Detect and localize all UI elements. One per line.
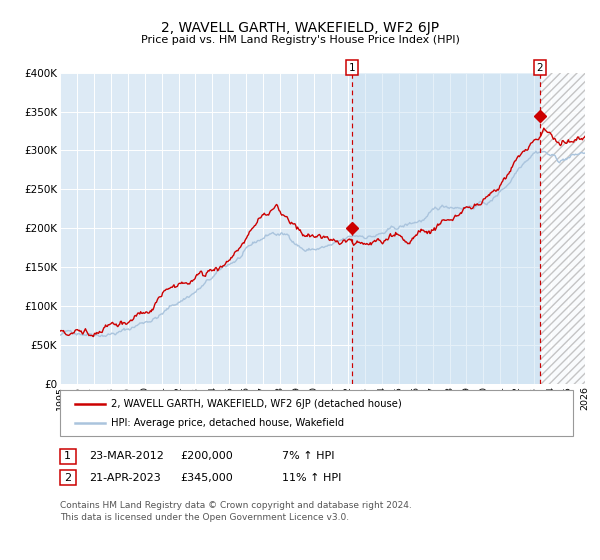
Text: 7% ↑ HPI: 7% ↑ HPI <box>282 451 335 461</box>
Text: 23-MAR-2012: 23-MAR-2012 <box>89 451 164 461</box>
Bar <box>352 73 539 384</box>
Text: 2, WAVELL GARTH, WAKEFIELD, WF2 6JP (detached house): 2, WAVELL GARTH, WAKEFIELD, WF2 6JP (det… <box>111 399 402 409</box>
Text: 1: 1 <box>64 451 71 461</box>
Text: £200,000: £200,000 <box>180 451 233 461</box>
Text: 21-APR-2023: 21-APR-2023 <box>89 473 161 483</box>
Text: 2: 2 <box>64 473 71 483</box>
Text: HPI: Average price, detached house, Wakefield: HPI: Average price, detached house, Wake… <box>111 418 344 428</box>
Text: Contains HM Land Registry data © Crown copyright and database right 2024.
This d: Contains HM Land Registry data © Crown c… <box>60 501 412 522</box>
Text: 2: 2 <box>536 63 543 73</box>
Text: £345,000: £345,000 <box>180 473 233 483</box>
Text: 2, WAVELL GARTH, WAKEFIELD, WF2 6JP: 2, WAVELL GARTH, WAKEFIELD, WF2 6JP <box>161 21 439 35</box>
Text: Price paid vs. HM Land Registry's House Price Index (HPI): Price paid vs. HM Land Registry's House … <box>140 35 460 45</box>
Text: 1: 1 <box>349 63 355 73</box>
Text: 11% ↑ HPI: 11% ↑ HPI <box>282 473 341 483</box>
Bar <box>541 73 585 384</box>
